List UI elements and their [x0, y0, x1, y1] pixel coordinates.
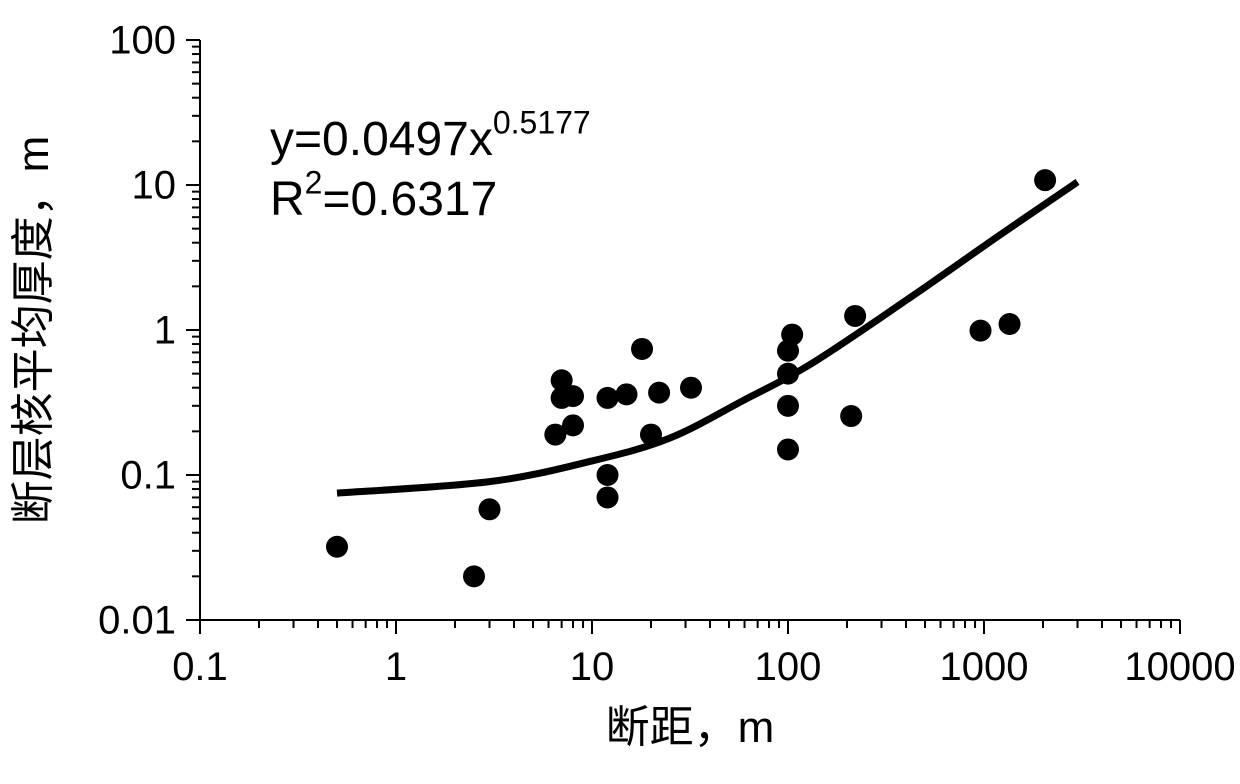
- data-point: [562, 414, 584, 436]
- data-point: [326, 536, 348, 558]
- y-tick-label: 10: [132, 163, 177, 207]
- y-tick-label: 0.1: [120, 453, 176, 497]
- data-point: [840, 405, 862, 427]
- x-tick-label: 1000: [940, 645, 1029, 689]
- r2-text: R2=0.6317: [270, 164, 497, 226]
- data-point: [597, 486, 619, 508]
- data-point: [479, 498, 501, 520]
- data-point: [777, 438, 799, 460]
- data-point: [631, 338, 653, 360]
- data-point: [616, 383, 638, 405]
- data-point: [680, 377, 702, 399]
- equation-text: y=0.0497x0.5177: [270, 104, 591, 166]
- x-axis-label: 断距，m: [606, 703, 775, 752]
- x-tick-label: 1: [385, 645, 407, 689]
- data-point: [999, 313, 1021, 335]
- trend-line: [337, 182, 1078, 493]
- y-axis-label: 断层核平均厚度，m: [9, 136, 58, 525]
- data-point: [777, 363, 799, 385]
- y-tick-label: 0.01: [98, 598, 176, 642]
- data-point: [562, 385, 584, 407]
- x-tick-label: 10: [570, 645, 615, 689]
- data-point: [597, 464, 619, 486]
- x-tick-label: 10000: [1124, 645, 1235, 689]
- scatter-chart: 0.11101001000100000.010.1110100断距，m断层核平均…: [0, 0, 1240, 784]
- data-point: [597, 387, 619, 409]
- data-point: [844, 305, 866, 327]
- data-point: [463, 565, 485, 587]
- y-tick-label: 100: [109, 18, 176, 62]
- chart-container: 0.11101001000100000.010.1110100断距，m断层核平均…: [0, 0, 1240, 784]
- x-tick-label: 100: [755, 645, 822, 689]
- data-point: [781, 324, 803, 346]
- data-point: [648, 382, 670, 404]
- data-point: [970, 320, 992, 342]
- x-tick-label: 0.1: [172, 645, 228, 689]
- data-point: [1034, 169, 1056, 191]
- data-point: [640, 424, 662, 446]
- data-point: [777, 395, 799, 417]
- y-tick-label: 1: [154, 308, 176, 352]
